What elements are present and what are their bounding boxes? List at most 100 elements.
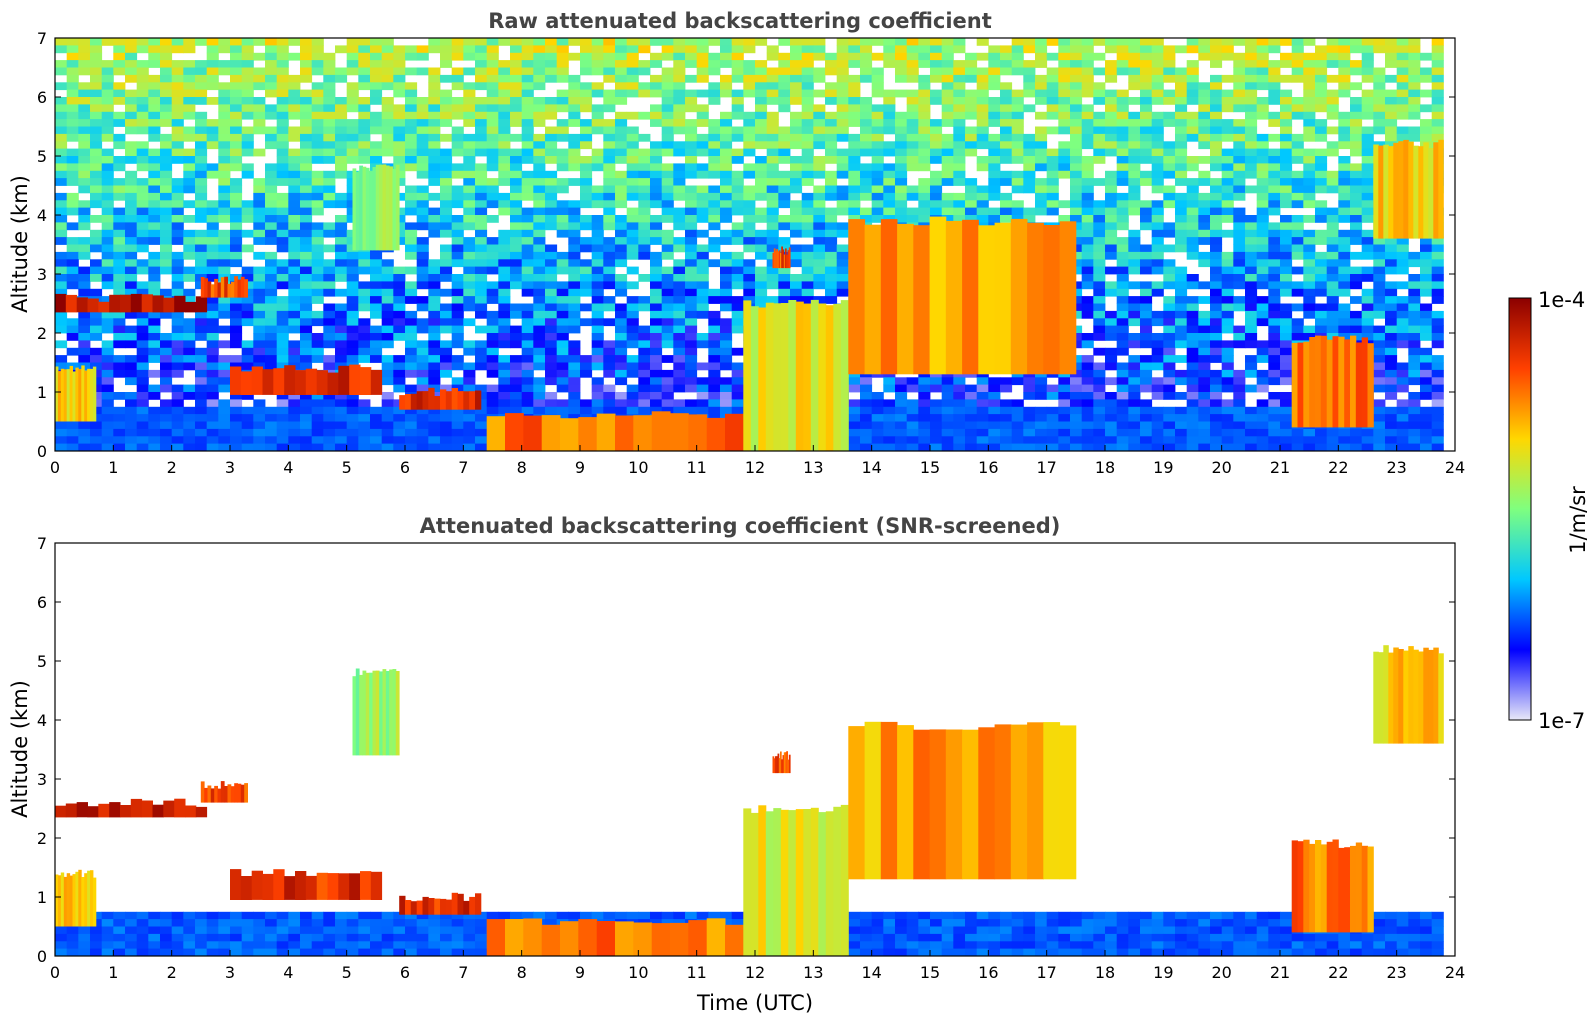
heatmap-cell — [148, 237, 161, 245]
heatmap-cell — [1385, 89, 1398, 98]
heatmap-cell — [638, 355, 651, 363]
heatmap-cell — [1233, 325, 1246, 334]
heatmap-cell — [288, 192, 301, 201]
heatmap-cell — [113, 355, 126, 363]
heatmap-cell — [241, 148, 254, 157]
heatmap-cell — [883, 178, 896, 186]
heatmap-cell — [1116, 163, 1129, 172]
heatmap-cell — [871, 67, 884, 76]
heatmap-cell — [685, 185, 698, 194]
heatmap-cell — [183, 362, 196, 371]
heatmap-cell — [895, 192, 908, 201]
heatmap-cell — [358, 67, 371, 76]
heatmap-cell — [183, 237, 196, 245]
heatmap-cell — [580, 274, 593, 282]
heatmap-cell — [335, 266, 348, 275]
heatmap-cell — [1338, 303, 1351, 312]
heatmap-cell — [1245, 97, 1258, 105]
heatmap-cell — [720, 45, 733, 54]
heatmap-cell — [521, 229, 534, 238]
heatmap-cell — [1420, 104, 1433, 113]
heatmap-cell — [836, 45, 849, 54]
heatmap-cell — [1408, 52, 1421, 61]
heatmap-cell — [755, 104, 768, 113]
heatmap-cell — [90, 119, 103, 127]
heatmap-cell — [568, 148, 581, 157]
heatmap-cell — [1291, 281, 1304, 290]
heatmap-cell — [510, 325, 523, 334]
heatmap-cell — [673, 126, 686, 135]
heatmap-cell — [766, 45, 779, 54]
heatmap-cell — [1070, 67, 1083, 76]
heatmap-cell — [428, 178, 441, 186]
heatmap-cell — [148, 274, 161, 282]
heatmap-cell — [883, 52, 896, 61]
heatmap-cell — [90, 97, 103, 105]
heatmap-cell — [1233, 52, 1246, 61]
heatmap-cell — [498, 244, 511, 253]
heatmap-cell — [206, 377, 219, 386]
heatmap-cell — [416, 97, 429, 105]
heatmap-cell — [230, 82, 243, 91]
heatmap-cell — [405, 296, 418, 304]
heatmap-cell — [696, 333, 709, 341]
heatmap-cell — [288, 229, 301, 238]
heatmap-cell — [1140, 355, 1153, 363]
heatmap-cell — [55, 104, 68, 113]
heatmap-cell — [696, 281, 709, 290]
heatmap-cell — [1221, 89, 1234, 98]
heatmap-cell — [463, 141, 476, 150]
heatmap-cell — [311, 392, 324, 400]
heatmap-cell — [685, 38, 698, 46]
heatmap-cell — [288, 156, 301, 164]
heatmap-cell — [1070, 392, 1083, 400]
heatmap-cell — [1291, 303, 1304, 312]
heatmap-cell — [1396, 244, 1409, 253]
heatmap-cell — [1361, 244, 1374, 253]
heatmap-cell — [603, 126, 616, 135]
heatmap-cell — [1198, 229, 1211, 238]
heatmap-cell — [1210, 192, 1223, 201]
heatmap-cell — [195, 207, 208, 216]
heatmap-cell — [1186, 45, 1199, 54]
heatmap-cell — [591, 111, 604, 120]
heatmap-cell — [346, 52, 359, 61]
heatmap-cell — [1000, 119, 1013, 127]
heatmap-cell — [230, 237, 243, 245]
heatmap-cell — [498, 229, 511, 238]
heatmap-cell — [930, 133, 943, 142]
heatmap-cell — [1105, 185, 1118, 194]
heatmap-cell — [498, 163, 511, 172]
heatmap-cell — [498, 333, 511, 341]
heatmap-cell — [486, 133, 499, 142]
heatmap-cell — [346, 45, 359, 54]
heatmap-cell — [1326, 89, 1339, 98]
heatmap-cell — [276, 237, 289, 245]
heatmap-cell — [1268, 281, 1281, 290]
heatmap-cell — [836, 266, 849, 275]
heatmap-cell — [930, 60, 943, 68]
heatmap-cell — [545, 192, 558, 201]
heatmap-cell — [1431, 392, 1444, 400]
heatmap-cell — [731, 104, 744, 113]
heatmap-cell — [1035, 141, 1048, 150]
heatmap-cell — [848, 133, 861, 142]
heatmap-cell — [1326, 325, 1339, 334]
heatmap-cell — [545, 340, 558, 349]
heatmap-cell — [836, 60, 849, 68]
heatmap-cell — [230, 97, 243, 105]
heatmap-cell — [673, 281, 686, 290]
heatmap-cell — [55, 251, 68, 260]
heatmap-cell — [1210, 207, 1223, 216]
heatmap-cell — [428, 133, 441, 142]
heatmap-cell — [1338, 288, 1351, 297]
heatmap-cell — [1198, 325, 1211, 334]
heatmap-cell — [1431, 362, 1444, 371]
heatmap-cell — [918, 126, 931, 135]
heatmap-cell — [895, 133, 908, 142]
heatmap-cell — [440, 52, 453, 61]
heatmap-cell — [195, 97, 208, 105]
panel-title: Raw attenuated backscattering coefficien… — [488, 9, 992, 33]
heatmap-cell — [405, 185, 418, 194]
heatmap-cell — [790, 82, 803, 91]
